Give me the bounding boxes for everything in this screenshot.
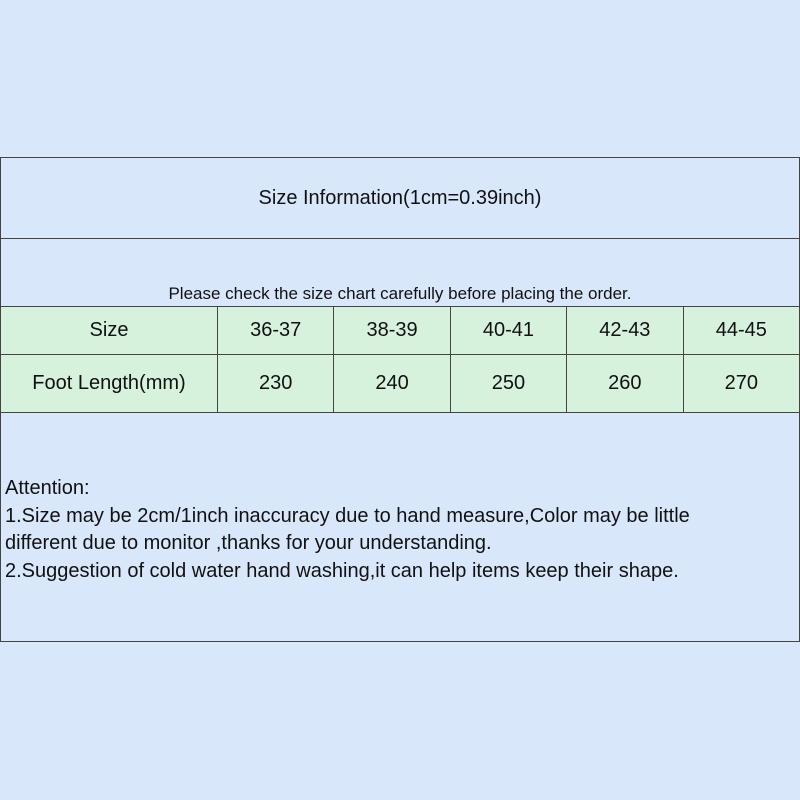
attention-line: 1.Size may be 2cm/1inch inaccuracy due t…	[5, 504, 690, 527]
row-label: Size	[0, 306, 218, 355]
table-cell: 40-41	[449, 306, 568, 355]
table-cell: 44-45	[682, 306, 800, 355]
table-row: Foot Length(mm) 230 240 250 260 270	[0, 354, 800, 413]
table-cell: 36-37	[216, 306, 335, 355]
table-cell: 240	[333, 354, 451, 413]
notice-row: Please check the size chart carefully be…	[0, 238, 800, 306]
table-cell: 38-39	[333, 306, 451, 355]
attention-heading: Attention:	[5, 477, 90, 499]
attention-box: Attention: 1.Size may be 2cm/1inch inacc…	[0, 413, 800, 642]
notice-text: Please check the size chart carefully be…	[168, 284, 632, 303]
size-info-title: Size Information(1cm=0.39inch)	[0, 157, 800, 238]
attention-line: 2.Suggestion of cold water hand washing,…	[5, 559, 679, 582]
row-label: Foot Length(mm)	[0, 354, 218, 413]
table-cell: 230	[216, 354, 335, 413]
attention-line: different due to monitor ,thanks for you…	[5, 532, 492, 554]
table-cell: 42-43	[566, 306, 684, 355]
table-cell: 270	[682, 354, 800, 413]
table-row: Size 36-37 38-39 40-41 42-43 44-45	[0, 306, 800, 355]
size-table: Size 36-37 38-39 40-41 42-43 44-45 Foot …	[0, 306, 800, 413]
title-text: Size Information(1cm=0.39inch)	[258, 186, 542, 209]
table-cell: 260	[566, 354, 684, 413]
table-cell: 250	[449, 354, 568, 413]
